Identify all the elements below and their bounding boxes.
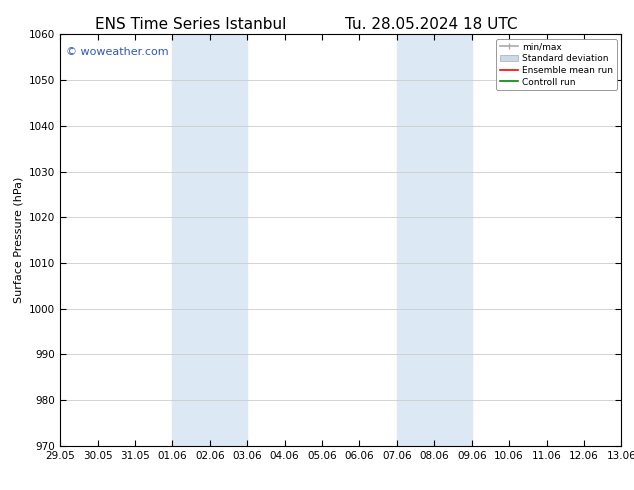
Bar [397,34,472,446]
Text: © woweather.com: © woweather.com [66,47,169,57]
Text: Tu. 28.05.2024 18 UTC: Tu. 28.05.2024 18 UTC [345,17,517,32]
Y-axis label: Surface Pressure (hPa): Surface Pressure (hPa) [13,177,23,303]
Text: ENS Time Series Istanbul: ENS Time Series Istanbul [94,17,286,32]
Legend: min/max, Standard deviation, Ensemble mean run, Controll run: min/max, Standard deviation, Ensemble me… [496,39,617,90]
Bar [172,34,247,446]
